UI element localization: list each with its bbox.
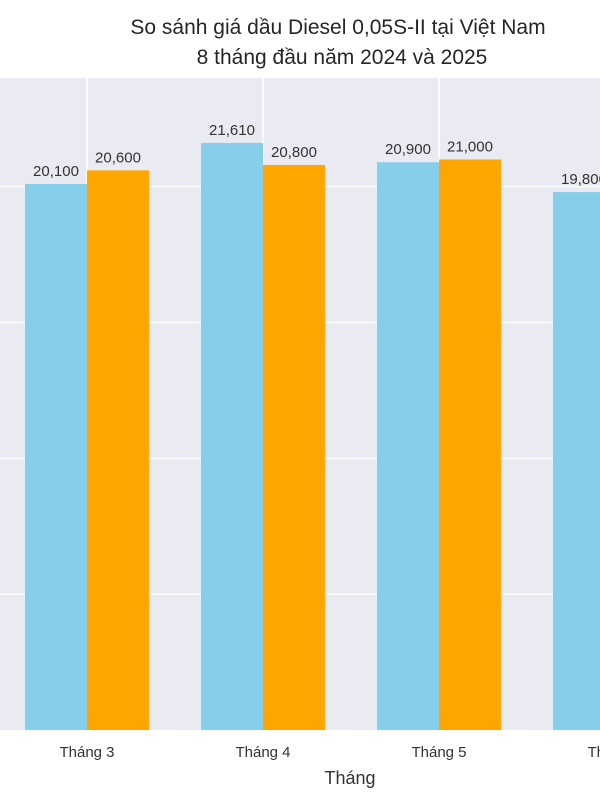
bar-series1-3	[377, 162, 439, 730]
bars	[25, 142, 600, 731]
data-label-series1-2: 21,610	[209, 122, 255, 139]
x-axis-label: Tháng	[324, 768, 375, 788]
x-tick-label-3: Tháng 5	[411, 744, 466, 761]
data-label-series2-3: 21,000	[447, 139, 493, 156]
data-label-series1-4: 19,800	[561, 171, 600, 188]
x-tick-label-2: Tháng 4	[235, 744, 290, 761]
bar-series2-3	[439, 159, 501, 730]
data-labels: 20,100 20,600 21,610 20,800 20,900 21,000 19,8…	[33, 122, 600, 188]
data-label-series2-1: 20,600	[95, 149, 141, 166]
bar-series1-1	[25, 183, 87, 730]
bar-series2-2	[263, 164, 325, 730]
chart-title-line-2: 8 tháng đầu năm 2024 và 2025	[197, 46, 488, 69]
bar-series1-2	[201, 142, 263, 730]
x-tick-labels: Tháng 3 Tháng 4 Tháng 5 Tháng 6	[59, 744, 600, 761]
bar-series2-1	[87, 170, 149, 730]
bar-series1-4	[553, 192, 600, 731]
data-label-series2-2: 20,800	[271, 144, 317, 161]
data-label-series1-3: 20,900	[385, 141, 431, 158]
chart-title-line-1: So sánh giá dầu Diesel 0,05S-II tại Việt…	[130, 16, 545, 39]
x-tick-label-4: Tháng 6	[587, 744, 600, 761]
data-label-series1-1: 20,100	[33, 163, 79, 180]
x-tick-label-1: Tháng 3	[59, 744, 114, 761]
